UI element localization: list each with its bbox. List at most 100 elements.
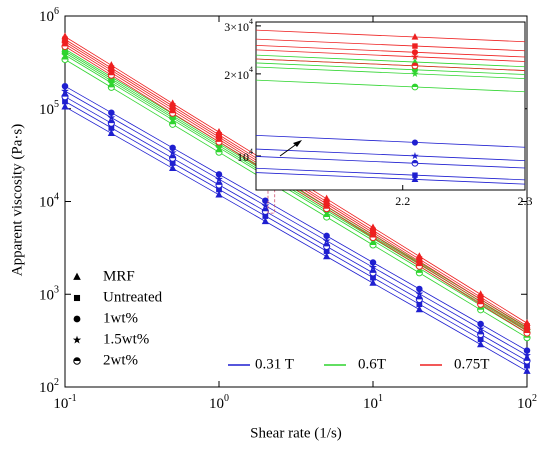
marker-half-circle — [323, 213, 331, 221]
marker-half-circle-fill — [369, 234, 377, 238]
inset-series-line — [255, 167, 526, 181]
series-line — [64, 101, 528, 366]
marker-half-circle — [411, 159, 419, 167]
x-tick-label: 101 — [363, 393, 383, 412]
series-line — [64, 96, 528, 362]
marker-half-circle — [61, 42, 69, 50]
inset-series-line — [255, 45, 526, 58]
marker-half-circle — [411, 83, 419, 91]
inset-series-line — [255, 29, 526, 43]
marker-half-circle — [73, 357, 81, 365]
marker-triangle — [107, 129, 115, 137]
marker-half-circle — [323, 205, 331, 213]
inset-y-tick-label: 104 — [237, 147, 253, 164]
marker-triangle — [323, 252, 331, 260]
marker-star — [415, 289, 424, 298]
marker-half-circle-fill — [323, 243, 330, 247]
inset-series-line — [255, 38, 526, 52]
legend-label: 1.5wt% — [103, 331, 149, 347]
marker-star — [369, 263, 377, 271]
marker-star — [72, 335, 82, 344]
marker-square — [323, 248, 330, 254]
marker-triangle — [261, 217, 269, 225]
marker-square — [108, 125, 115, 131]
x-tick-label-base: 10 — [209, 396, 224, 412]
marker-half-circle-fill — [108, 72, 115, 76]
marker-half-circle — [169, 154, 177, 162]
marker-half-circle — [107, 119, 115, 127]
inset-series-line — [255, 62, 526, 75]
y-tick-label: 104 — [39, 192, 59, 211]
marker-star — [61, 86, 69, 95]
marker-square — [262, 213, 269, 219]
inset-y-tick-label-base: 10 — [237, 150, 249, 164]
marker-half-circle-fill — [215, 138, 223, 142]
inset-series-line — [255, 49, 526, 62]
legend-label: MRF — [103, 268, 135, 284]
marker-circle — [369, 259, 377, 266]
marker-half-circle — [261, 207, 269, 215]
marker-half-circle-fill — [61, 43, 69, 47]
marker-square — [524, 362, 530, 369]
marker-square — [416, 301, 423, 308]
marker-square — [477, 336, 484, 343]
marker-star — [168, 148, 177, 157]
marker-triangle — [411, 175, 419, 182]
inset-series-line — [255, 58, 526, 71]
marker-circle — [477, 320, 484, 328]
x-tick-label-exponent: 2 — [532, 393, 537, 404]
marker-half-circle-fill — [169, 155, 176, 159]
y-tick-label-exponent: 2 — [54, 377, 59, 388]
inset-x-tick-label: 2.2 — [395, 194, 410, 208]
y-tick-label: 106 — [39, 6, 59, 25]
marker-half-circle — [411, 62, 419, 70]
legend-label: 0.75T — [454, 356, 489, 372]
marker-square — [370, 274, 376, 281]
y-tick-label-base: 10 — [39, 9, 54, 25]
marker-circle — [262, 197, 269, 204]
marker-half-circle — [107, 83, 115, 91]
marker-half-circle — [169, 120, 177, 128]
marker-star — [476, 324, 485, 333]
x-tick-label-exponent: 1 — [378, 393, 383, 404]
marker-half-circle-fill — [416, 269, 423, 273]
x-tick-label-base: 10 — [363, 396, 378, 412]
marker-half-circle-fill — [416, 296, 423, 300]
inset-y-tick-label: 3×104 — [224, 17, 253, 34]
marker-half-circle-fill — [169, 110, 176, 114]
legend-label: 1wt% — [103, 310, 138, 326]
inset-x-tick-label: 2.3 — [518, 194, 533, 208]
marker-half-circle-fill — [523, 329, 531, 334]
marker-square — [412, 172, 418, 178]
marker-square — [412, 43, 418, 49]
marker-half-circle-fill — [262, 208, 269, 212]
marker-half-circle — [415, 295, 423, 303]
inset-y-tick-label-base: 3×10 — [224, 20, 249, 34]
marker-star — [215, 143, 223, 152]
marker-triangle — [369, 278, 377, 286]
marker-star — [215, 175, 223, 183]
marker-triangle — [169, 164, 177, 172]
y-tick-label: 105 — [39, 99, 59, 118]
marker-star — [322, 236, 331, 245]
marker-triangle — [523, 367, 531, 374]
x-tick-label-base: 10 — [53, 396, 68, 412]
y-axis-label: Apparent viscosity (Pa·s) — [9, 124, 25, 276]
marker-half-circle — [61, 93, 69, 101]
marker-half-circle-fill — [61, 56, 69, 60]
inset-series-line — [255, 66, 526, 79]
inset-y-tick-label-exponent: 4 — [249, 147, 253, 156]
marker-triangle — [415, 305, 423, 313]
y-tick-label: 102 — [39, 377, 59, 396]
inset-y-tick-label-base: 2×10 — [224, 68, 249, 82]
inset-series-line — [255, 156, 526, 169]
x-tick-label-exponent: 0 — [224, 393, 229, 404]
inset-y-tick-label-exponent: 4 — [249, 17, 253, 26]
marker-circle — [411, 139, 419, 146]
marker-half-circle — [369, 233, 377, 242]
marker-half-circle-fill — [477, 306, 484, 310]
marker-half-circle — [477, 300, 485, 308]
marker-star — [261, 201, 270, 210]
marker-half-circle — [323, 242, 331, 250]
